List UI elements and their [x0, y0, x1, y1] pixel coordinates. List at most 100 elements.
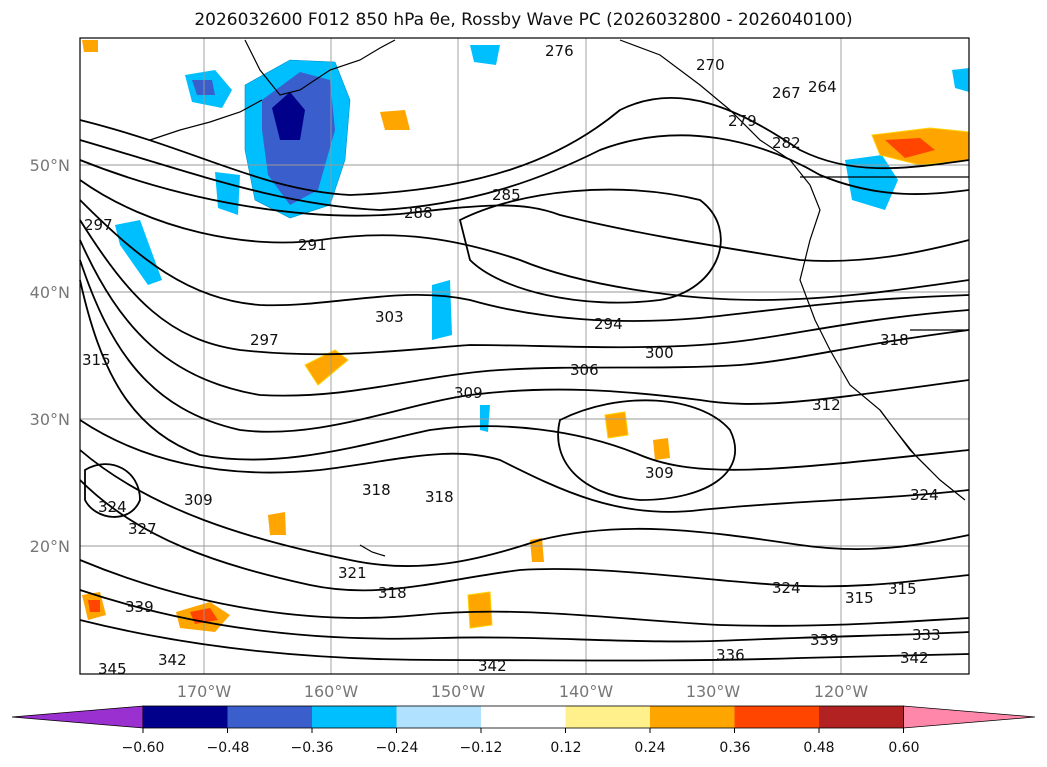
- lon-label: 150°W: [431, 682, 486, 701]
- colorbar-tick-label: 0.48: [803, 740, 834, 756]
- contour-label: 306: [570, 361, 599, 379]
- contour-294: [79, 199, 970, 322]
- pos-anomaly-small2: [268, 512, 286, 535]
- colorbar-tick-label: 0.12: [550, 740, 581, 756]
- contour-label: 336: [716, 646, 745, 664]
- colorbar-tick-label: −0.48: [207, 740, 250, 756]
- colorbar-segment: [396, 706, 482, 728]
- pos-anomaly-central: [467, 591, 493, 629]
- colorbar: [11, 705, 1036, 733]
- lon-label: 160°W: [304, 682, 359, 701]
- contour-label: 315: [888, 580, 917, 598]
- pos-anomaly-small4: [530, 538, 544, 562]
- contour-label: 327: [128, 520, 157, 538]
- contour-label: 312: [812, 396, 841, 414]
- pos-anomaly-small1: [380, 110, 410, 130]
- colorbar-tick-label: 0.24: [634, 740, 665, 756]
- contour-306: [79, 239, 970, 397]
- contour-label: 297: [84, 216, 113, 234]
- colorbar-tick-label: −0.60: [122, 740, 165, 756]
- neg-anomaly-nw-corner: [952, 68, 969, 92]
- contour-gulf-closed: [458, 188, 722, 304]
- pos-anomaly-canada-core: [885, 138, 935, 158]
- contour-label: 318: [880, 331, 909, 349]
- contour-309: [79, 259, 970, 433]
- contour-324: [79, 479, 970, 592]
- contour-label: 276: [545, 42, 574, 60]
- neg-anomaly-aleutian-min: [272, 92, 305, 140]
- hawaii: [359, 544, 386, 557]
- colorbar-tick-label: −0.36: [291, 740, 334, 756]
- lon-label: 130°W: [686, 682, 741, 701]
- map-title: 2026032600 F012 850 hPa θe, Rossby Wave …: [194, 10, 853, 30]
- contour-label: 324: [772, 579, 801, 597]
- contour-282: [79, 96, 970, 196]
- contour-label: 267: [772, 84, 801, 102]
- lon-label: 170°W: [177, 682, 232, 701]
- theta-e-contours: [79, 96, 970, 662]
- colorbar-segment: [143, 706, 228, 728]
- contour-label: 285: [492, 186, 521, 204]
- contour-label: 339: [810, 631, 839, 649]
- colorbar-extend-high: [903, 705, 1036, 729]
- contour-label: 324: [910, 486, 939, 504]
- contour-label: 294: [594, 315, 623, 333]
- colorbar-tick-label: 0.36: [719, 740, 750, 756]
- contour-label: 324: [98, 498, 127, 516]
- contour-339: [79, 589, 970, 643]
- lat-label: 50°N: [30, 156, 70, 175]
- contour-label: 342: [158, 651, 187, 669]
- colorbar-tick-label: −0.12: [460, 740, 503, 756]
- colorbar-tick-label: 0.60: [888, 740, 919, 756]
- contour-label: 291: [298, 236, 327, 254]
- colorbar-segment: [650, 706, 735, 728]
- neg-anomaly-37n: [432, 280, 452, 340]
- contour-label: 309: [645, 464, 674, 482]
- contour-291: [79, 179, 970, 301]
- contour-labels: 276 270 264 267 279 282 285 288 291 297 …: [82, 42, 941, 678]
- contour-label: 318: [362, 481, 391, 499]
- contour-label: 288: [404, 204, 433, 222]
- alaska-coast: [244, 39, 396, 96]
- colorbar-segment: [227, 706, 313, 728]
- contour-label: 333: [912, 626, 941, 644]
- neg-anomaly-west-core: [192, 80, 215, 95]
- contour-318: [79, 419, 970, 513]
- colorbar-segment: [565, 706, 651, 728]
- contour-subtropical-closed: [557, 399, 736, 501]
- pos-anomaly-28n: [604, 411, 629, 439]
- colorbar-segment: [481, 706, 566, 728]
- contour-label: 279: [728, 112, 757, 130]
- contour-label: 315: [82, 351, 111, 369]
- pos-anomaly-nw: [82, 40, 98, 52]
- contour-321: [79, 449, 970, 567]
- contour-label: 270: [696, 56, 725, 74]
- colorbar-segment: [734, 706, 820, 728]
- lat-label: 30°N: [30, 410, 70, 429]
- colorbar-extend-low: [11, 705, 144, 729]
- aleutian-islands: [149, 99, 263, 141]
- contour-300: [79, 219, 970, 356]
- latitude-axis: 50°N 40°N 30°N 20°N: [30, 156, 70, 556]
- contour-label: 318: [425, 488, 454, 506]
- contour-label: 282: [772, 134, 801, 152]
- colorbar-segment: [819, 706, 904, 728]
- pos-anomaly-west-edge-core: [88, 600, 100, 612]
- colorbar-segment: [312, 706, 397, 728]
- contour-label: 309: [184, 491, 213, 509]
- contour-342: [79, 619, 970, 662]
- colorbar-labels: −0.60 −0.48 −0.36 −0.24 −0.12 0.12 0.24 …: [122, 740, 920, 756]
- contour-label: 300: [645, 344, 674, 362]
- contour-label: 315: [845, 589, 874, 607]
- lat-label: 20°N: [30, 537, 70, 556]
- contour-label: 297: [250, 331, 279, 349]
- neg-anomaly-gulf: [470, 45, 500, 65]
- colorbar-border: [142, 705, 904, 729]
- contour-label: 339: [125, 598, 154, 616]
- colorbar-tick-label: −0.24: [376, 740, 419, 756]
- lon-label: 120°W: [814, 682, 869, 701]
- contour-label: 264: [808, 78, 837, 96]
- contour-333: [79, 559, 970, 627]
- contour-label: 342: [900, 649, 929, 667]
